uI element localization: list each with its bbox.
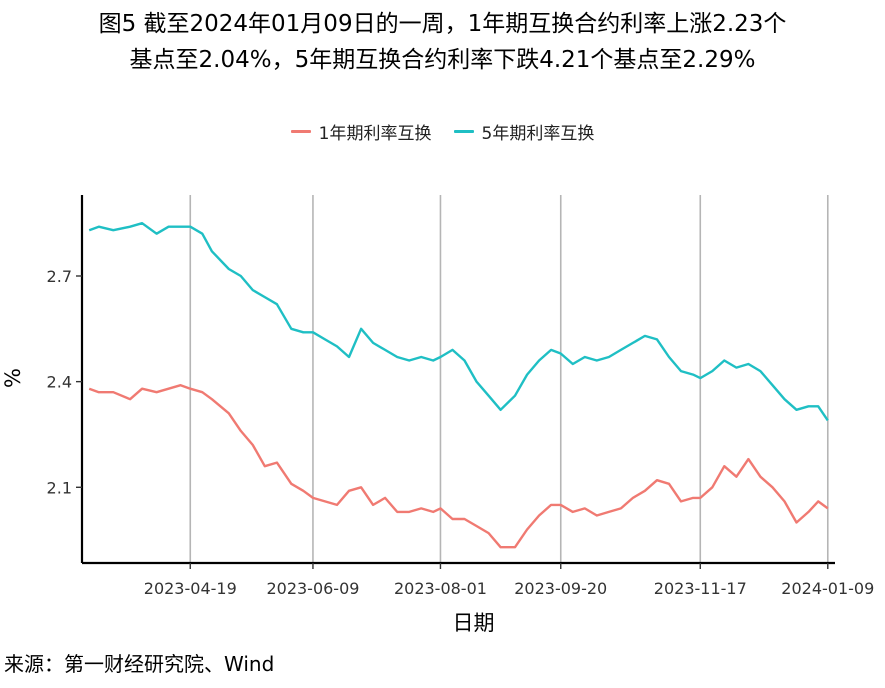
x-tick-label-2024-01-09: 2024-01-09: [781, 579, 874, 598]
legend-item-5y: 5年期利率互换: [453, 119, 595, 144]
series-lines: [88, 222, 829, 549]
y-ticks: 2.1 2.4 2.7: [47, 267, 82, 497]
x-tick-label-2023-11-17: 2023-11-17: [654, 579, 747, 598]
grid-lines: [189, 195, 829, 563]
title-line-1: 图5 截至2024年01月09日的一周，1年期互换合约利率上涨2.23个: [98, 11, 787, 37]
x-tick-label-2023-06-09: 2023-06-09: [266, 579, 359, 598]
series-line-1y: [88, 384, 829, 549]
x-tick-label-2023-08-01: 2023-08-01: [394, 579, 487, 598]
legend-item-1y: 1年期利率互换: [290, 119, 432, 144]
legend-key-5y: [453, 130, 474, 133]
y-tick-label-2: 2.7: [47, 267, 72, 286]
x-ticks: 2023-04-19 2023-06-09 2023-08-01 2023-09-20…: [144, 563, 874, 598]
legend-label-1y: 1年期利率互换: [318, 124, 432, 144]
y-axis-title: %: [1, 368, 25, 388]
title-line-2: 基点至2.04%，5年期互换合约利率下跌4.21个基点至2.29%: [129, 47, 756, 73]
legend-label-5y: 5年期利率互换: [481, 124, 595, 144]
x-tick-label-2023-04-19: 2023-04-19: [144, 579, 237, 598]
source-note: 来源：第一财经研究院、Wind: [4, 652, 275, 676]
y-tick-label-0: 2.1: [47, 478, 72, 497]
legend: 1年期利率互换 5年期利率互换: [0, 119, 885, 144]
series-line-5y: [88, 222, 829, 422]
x-axis-title: 日期: [453, 611, 495, 635]
y-tick-label-1: 2.4: [47, 373, 72, 392]
chart-title: 图5 截至2024年01月09日的一周，1年期互换合约利率上涨2.23个 基点至…: [0, 6, 885, 78]
x-tick-label-2023-09-20: 2023-09-20: [514, 579, 607, 598]
legend-key-1y: [290, 130, 311, 133]
